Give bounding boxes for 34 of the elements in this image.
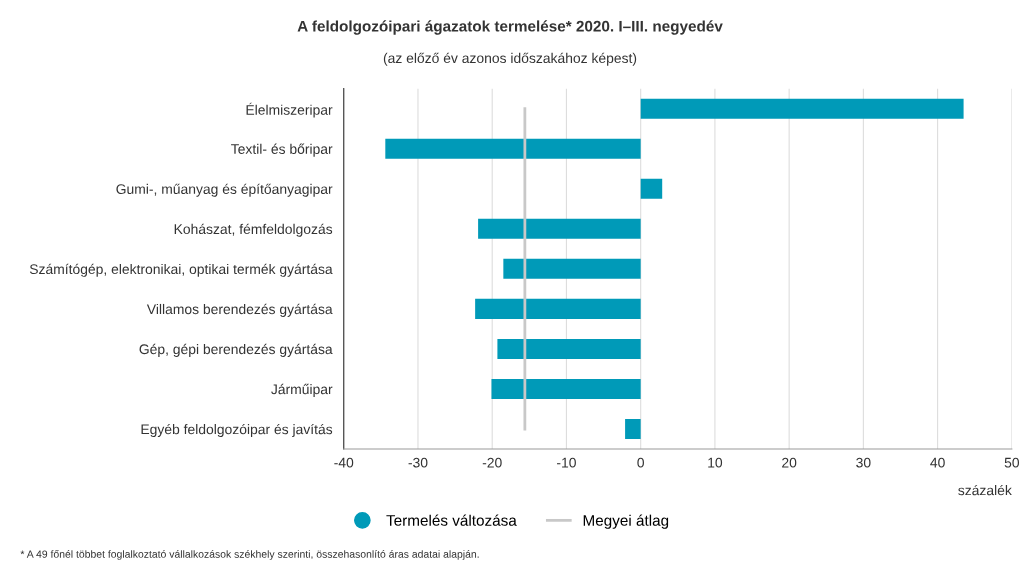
y-tick-label: Gép, gépi berendezés gyártása	[139, 343, 333, 357]
x-tick-label: 0	[637, 457, 644, 468]
x-axis-title: százalék	[958, 484, 1012, 496]
bar	[491, 378, 641, 399]
x-tick-label: -40	[334, 457, 354, 468]
bar	[475, 298, 641, 319]
bar	[497, 338, 641, 359]
bar	[385, 138, 641, 159]
y-tick-label: Gumi-, műanyag és építőanyagipar	[116, 183, 333, 197]
x-tick-label: -20	[482, 457, 502, 468]
chart-title: A feldolgozóipari ágazatok termelése* 2020. I–III. negyedév	[297, 20, 723, 35]
y-tick-label: Villamos berendezés gyártása	[146, 303, 333, 317]
y-tick-label: Élelmiszeripar	[246, 102, 333, 118]
y-tick-label: Kohászat, fémfeldolgozás	[174, 223, 333, 237]
chart-subtitle: (az előző év azonos időszakához képest)	[383, 52, 637, 66]
y-tick-label: Számítógép, elektronikai, optikai termék gyártása	[29, 263, 333, 277]
x-tick-label: -10	[557, 457, 576, 468]
legend-label: Termelés változása	[386, 514, 517, 526]
x-tick-label: 40	[930, 457, 945, 468]
bar	[478, 218, 641, 239]
legend-label: Megyei átlag	[583, 514, 669, 529]
y-tick-label: Textil- és bőripar	[231, 143, 333, 157]
x-tick-label: 50	[1004, 457, 1020, 468]
y-tick-label: Járműipar	[271, 383, 333, 397]
x-tick-label: -30	[408, 457, 428, 468]
x-tick-label: 10	[708, 457, 723, 468]
bar	[503, 258, 641, 279]
bar	[640, 178, 663, 199]
x-tick-label: 20	[782, 457, 797, 468]
x-tick-label: 30	[856, 457, 871, 468]
bar	[640, 98, 964, 119]
y-tick-label: Egyéb feldolgozóipar és javítás	[141, 423, 333, 437]
text: * A 49 főnél többet foglalkoztató vállalkozások székhely szerinti, összehasonlító áras adatai alapján.	[20, 550, 479, 560]
bar	[625, 418, 641, 440]
